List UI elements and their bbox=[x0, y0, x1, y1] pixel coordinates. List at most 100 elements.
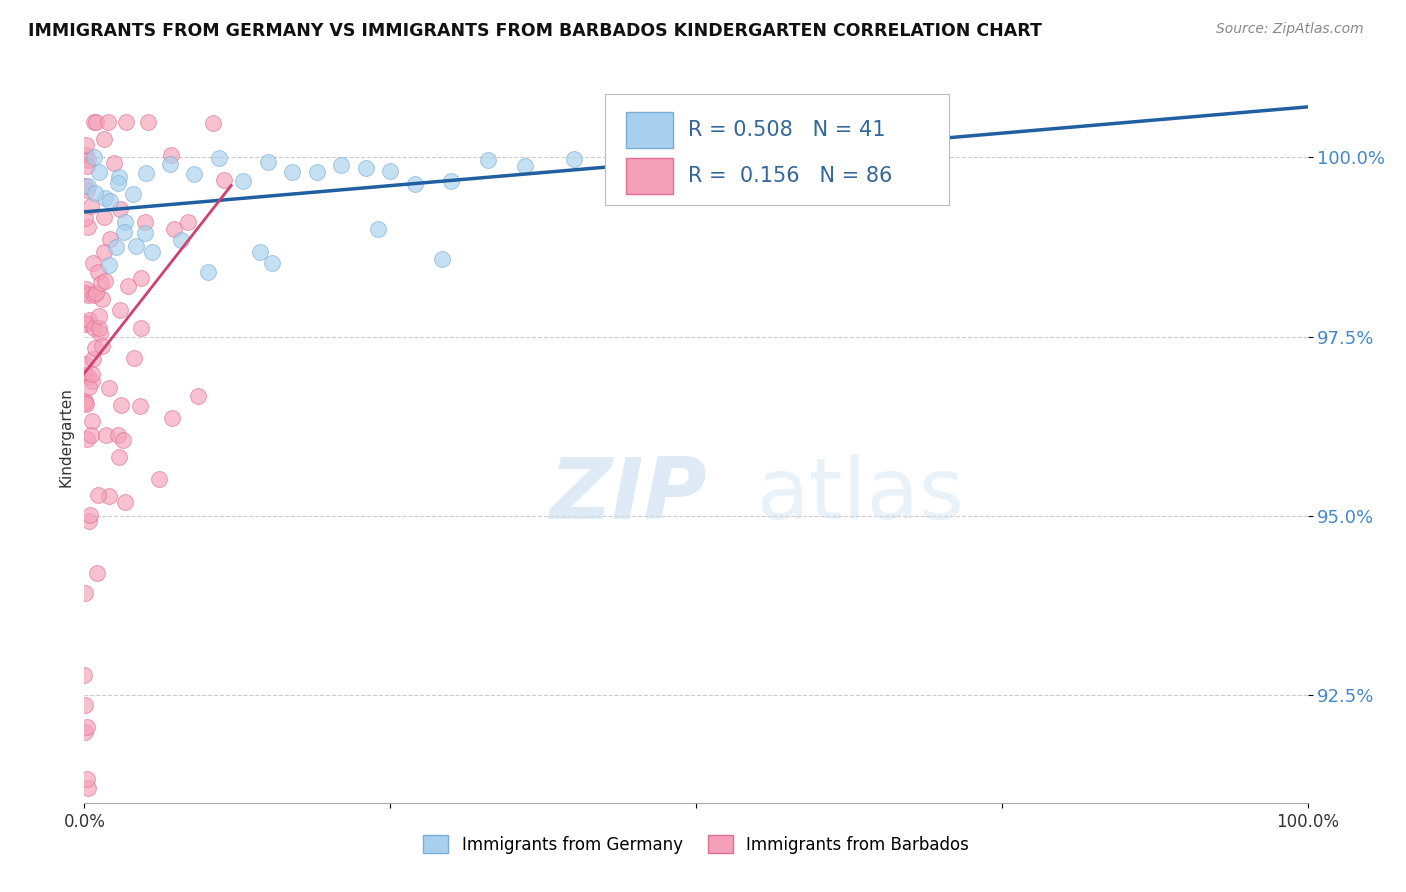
Point bbox=[90, 277, 112, 291]
Point bbox=[76, 772, 98, 786]
Point bbox=[562, 153, 585, 167]
Legend: Immigrants from Germany, Immigrants from Barbados: Immigrants from Germany, Immigrants from… bbox=[416, 829, 976, 860]
Point bbox=[91, 338, 114, 352]
Point bbox=[111, 433, 134, 447]
Point bbox=[747, 136, 769, 151]
Point bbox=[84, 114, 107, 128]
Point bbox=[73, 698, 96, 712]
Point bbox=[108, 202, 131, 216]
Point bbox=[83, 114, 105, 128]
Point bbox=[129, 400, 152, 414]
Point bbox=[108, 302, 131, 317]
Point bbox=[86, 285, 108, 300]
Point bbox=[430, 252, 453, 266]
Point bbox=[73, 585, 96, 599]
Point bbox=[103, 156, 125, 170]
Point bbox=[380, 164, 402, 178]
Point bbox=[89, 165, 111, 179]
Point bbox=[281, 165, 304, 179]
Point bbox=[108, 170, 131, 185]
Point bbox=[84, 186, 107, 200]
Point bbox=[477, 153, 499, 168]
Point bbox=[367, 221, 389, 235]
Point bbox=[80, 414, 103, 428]
Point bbox=[75, 211, 97, 225]
Point bbox=[159, 157, 181, 171]
Point bbox=[76, 780, 98, 795]
Point bbox=[86, 566, 108, 581]
Point bbox=[83, 320, 105, 334]
Point bbox=[249, 245, 271, 260]
Text: ZIP: ZIP bbox=[550, 454, 707, 537]
Point bbox=[75, 368, 97, 382]
Point bbox=[108, 450, 131, 464]
Text: R = 0.508   N = 41: R = 0.508 N = 41 bbox=[688, 120, 884, 140]
Point bbox=[77, 515, 100, 529]
Point bbox=[124, 351, 146, 365]
Point bbox=[76, 153, 98, 167]
Point bbox=[257, 155, 280, 169]
Point bbox=[77, 178, 100, 193]
Point bbox=[117, 278, 139, 293]
Text: IMMIGRANTS FROM GERMANY VS IMMIGRANTS FROM BARBADOS KINDERGARTEN CORRELATION CHA: IMMIGRANTS FROM GERMANY VS IMMIGRANTS FR… bbox=[28, 22, 1042, 40]
Point bbox=[163, 221, 186, 235]
Point bbox=[75, 395, 97, 409]
Point bbox=[135, 166, 157, 180]
Point bbox=[160, 148, 183, 162]
Point bbox=[93, 210, 115, 224]
Point bbox=[87, 488, 110, 502]
Point bbox=[148, 472, 170, 486]
Point bbox=[77, 368, 100, 383]
Point bbox=[262, 256, 284, 270]
Point bbox=[330, 158, 353, 172]
Point bbox=[87, 265, 110, 279]
Point bbox=[94, 191, 117, 205]
Point bbox=[112, 225, 135, 239]
Point bbox=[685, 151, 707, 165]
Point bbox=[76, 432, 98, 446]
Point bbox=[75, 396, 97, 410]
Point bbox=[404, 177, 426, 191]
Point bbox=[84, 341, 107, 355]
Point bbox=[80, 199, 103, 213]
Point bbox=[83, 150, 105, 164]
Point bbox=[77, 380, 100, 394]
Point bbox=[107, 428, 129, 442]
Point bbox=[114, 494, 136, 508]
Point bbox=[110, 398, 132, 412]
Point bbox=[96, 427, 118, 442]
Point bbox=[162, 411, 184, 425]
Point bbox=[73, 179, 96, 194]
Point bbox=[129, 321, 152, 335]
Point bbox=[197, 265, 219, 279]
Point bbox=[93, 244, 115, 259]
Point bbox=[98, 381, 121, 395]
Point bbox=[75, 137, 97, 152]
Point bbox=[77, 288, 100, 302]
Point bbox=[98, 231, 121, 245]
Point bbox=[93, 132, 115, 146]
Point bbox=[624, 143, 647, 157]
Point bbox=[77, 220, 100, 235]
Point bbox=[208, 151, 231, 165]
Point bbox=[115, 114, 138, 128]
Point bbox=[105, 240, 128, 254]
Y-axis label: Kindergarten: Kindergarten bbox=[58, 387, 73, 487]
Point bbox=[77, 313, 100, 327]
Point bbox=[141, 245, 163, 260]
Point bbox=[80, 427, 103, 442]
Point bbox=[232, 174, 254, 188]
Point bbox=[513, 159, 536, 173]
Point bbox=[97, 489, 120, 503]
Point bbox=[121, 186, 143, 201]
Point bbox=[354, 161, 377, 175]
Point bbox=[440, 173, 463, 187]
Text: R =  0.156   N = 86: R = 0.156 N = 86 bbox=[688, 166, 891, 186]
Point bbox=[136, 114, 159, 128]
Point bbox=[76, 316, 98, 330]
Point bbox=[177, 215, 200, 229]
Point bbox=[75, 286, 97, 301]
Point bbox=[183, 167, 205, 181]
Point bbox=[97, 114, 120, 128]
Point bbox=[75, 148, 97, 162]
